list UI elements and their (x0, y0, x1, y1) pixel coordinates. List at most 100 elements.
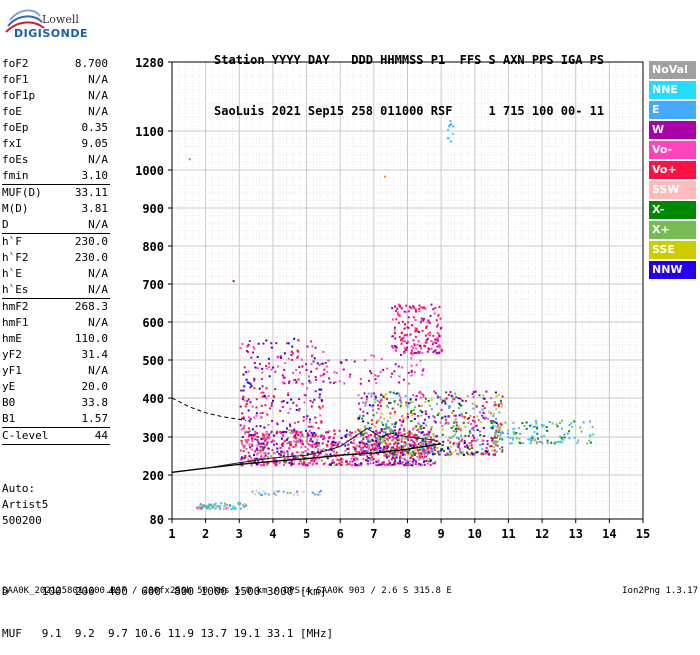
echo-point (464, 445, 467, 448)
echo-point (260, 446, 263, 449)
echo-point (426, 441, 429, 444)
echo-point (482, 426, 485, 429)
echo-point (440, 408, 443, 411)
echo-point (352, 446, 355, 449)
echo-point (377, 404, 380, 407)
echo-point (418, 423, 421, 426)
echo-point (279, 452, 282, 455)
echo-point (361, 454, 364, 457)
echo-point (433, 449, 436, 452)
echo-point (256, 448, 259, 451)
echo-point (403, 323, 406, 326)
echo-point (427, 450, 430, 453)
echo-point (283, 461, 286, 464)
echo-point (417, 350, 420, 353)
echo-point (375, 463, 378, 466)
echo-point (392, 391, 395, 394)
echo-point (380, 398, 383, 401)
header-labels-line: Station YYYY DAY DDD HHMMSS P1 FFS S AXN… (214, 53, 605, 67)
echo-point (413, 444, 416, 447)
echo-point (265, 430, 268, 433)
echo-point (467, 421, 470, 424)
echo-point (368, 446, 371, 449)
echo-point (299, 441, 302, 444)
echo-point (488, 410, 491, 413)
echo-point (426, 447, 429, 450)
echo-point (308, 443, 311, 446)
echo-point (370, 454, 373, 457)
echo-point (591, 425, 594, 428)
echo-point (302, 490, 305, 493)
echo-point (483, 417, 486, 420)
echo-point (393, 425, 396, 428)
echo-point (245, 441, 248, 444)
param-value: 230.0 (74, 235, 108, 248)
echo-point (396, 442, 399, 445)
echo-point (421, 431, 424, 434)
echo-point (278, 452, 281, 455)
y-tick-label: 800 (142, 240, 164, 254)
echo-point (441, 448, 444, 451)
echo-point (399, 452, 402, 455)
echo-point (449, 123, 452, 126)
echo-point (251, 405, 254, 408)
echo-point (577, 439, 580, 442)
echo-point (281, 381, 284, 384)
echo-point (370, 423, 373, 426)
echo-point (320, 399, 323, 402)
echo-point (248, 382, 251, 385)
echo-point (241, 456, 244, 459)
echo-point (311, 491, 314, 494)
echo-point (486, 443, 489, 446)
echo-point (407, 321, 410, 324)
echo-point (501, 395, 504, 398)
echo-point (313, 453, 316, 456)
param-row: h`F 230.0 (2, 234, 110, 250)
echo-point (422, 319, 425, 322)
echo-point (255, 412, 258, 415)
echo-point (318, 457, 321, 460)
echo-point (256, 444, 259, 447)
echo-point (463, 440, 466, 443)
echo-point (490, 421, 493, 424)
auto-line-2: Artist5 (2, 498, 49, 511)
echo-point (535, 422, 538, 425)
echo-point (256, 439, 259, 442)
echo-point (351, 441, 354, 444)
echo-point (288, 423, 291, 426)
echo-point (255, 414, 258, 417)
echo-point (366, 438, 369, 441)
echo-point (379, 437, 382, 440)
echo-point (420, 453, 423, 456)
echo-point (530, 439, 533, 442)
legend-item-x-: X+ (649, 221, 696, 239)
echo-point (289, 407, 292, 410)
echo-point (410, 432, 413, 435)
echo-point (293, 337, 296, 340)
echo-point (256, 457, 259, 460)
echo-point (387, 459, 390, 462)
echo-point (421, 464, 424, 467)
echo-point (374, 435, 377, 438)
echo-point (296, 490, 299, 493)
echo-point (480, 452, 483, 455)
echo-point (360, 449, 363, 452)
echo-point (392, 431, 395, 434)
echo-point (408, 459, 411, 462)
echo-point (463, 442, 466, 445)
param-label: yF2 (2, 348, 22, 361)
echo-point (323, 435, 326, 438)
echo-point (415, 398, 418, 401)
echo-point (398, 314, 401, 317)
echo-point (255, 449, 258, 452)
echo-point (380, 412, 383, 415)
echo-point (359, 448, 362, 451)
echo-point (297, 378, 300, 381)
echo-point (404, 444, 407, 447)
echo-point (418, 455, 421, 458)
echo-point (220, 502, 223, 505)
echo-point (306, 442, 309, 445)
echo-point (417, 415, 420, 418)
echo-point (495, 436, 498, 439)
echo-point (419, 321, 422, 324)
